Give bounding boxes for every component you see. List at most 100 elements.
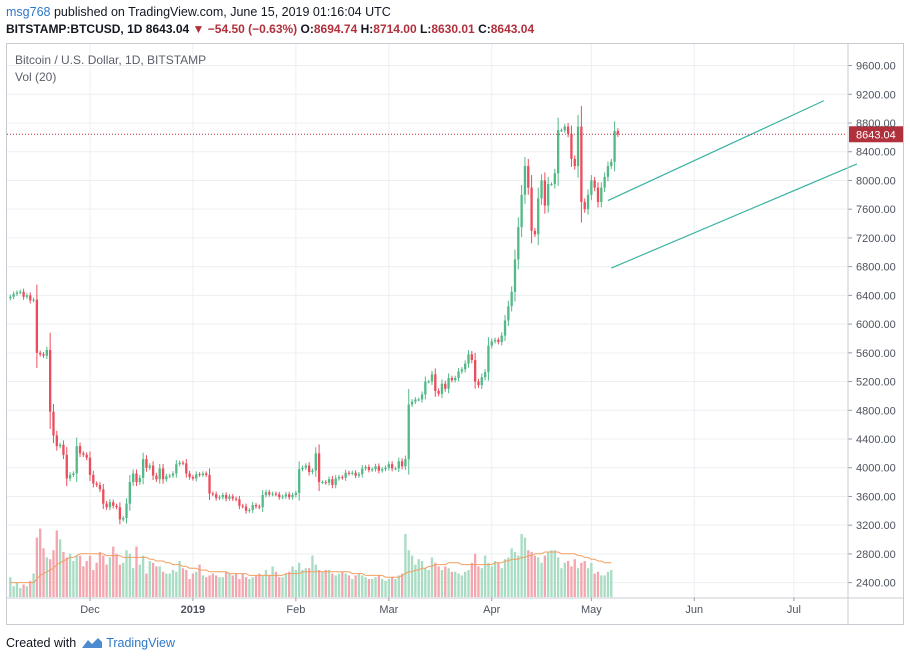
created-with-text: Created with <box>6 636 77 650</box>
volume-bar <box>556 557 560 597</box>
volume-bar <box>215 575 218 597</box>
candle-body <box>208 474 211 494</box>
candle-body <box>547 184 550 206</box>
volume-bar <box>314 564 317 597</box>
candle-body <box>470 354 473 360</box>
candle-body <box>507 306 510 321</box>
volume-bar <box>304 568 307 597</box>
volume-bar <box>288 571 291 597</box>
candle-body <box>171 473 175 476</box>
candle-body <box>258 506 261 508</box>
volume-bar <box>148 561 151 597</box>
candle-body <box>92 474 95 484</box>
candle-body <box>22 291 25 297</box>
candle-body <box>590 180 593 195</box>
candle-body <box>550 184 553 186</box>
candle-body <box>540 180 543 199</box>
last-price-badge <box>849 126 903 143</box>
candle-body <box>610 161 613 167</box>
candle-body <box>573 158 576 167</box>
volume-bar <box>248 579 251 597</box>
volume-bar <box>384 580 387 597</box>
x-tick-label: 2019 <box>181 604 205 616</box>
candle-body <box>42 354 45 356</box>
x-tick-label: Jul <box>787 604 801 616</box>
volume-bar <box>284 573 288 597</box>
candle-body <box>105 503 108 508</box>
volume-bar <box>424 568 427 597</box>
y-tick-label: 6400.00 <box>856 290 896 302</box>
candle-body <box>155 475 158 480</box>
candle-body <box>556 130 560 174</box>
candle-body <box>122 518 125 520</box>
volume-bar <box>201 575 205 597</box>
open-value: 8694.74 <box>313 22 358 36</box>
volume-bar <box>151 562 155 597</box>
candle-body <box>454 377 457 381</box>
candle-body <box>175 464 178 474</box>
volume-bar <box>165 573 168 597</box>
down-arrow-icon: ▼ <box>192 22 205 36</box>
volume-bar <box>178 561 181 597</box>
candle-body <box>361 468 364 475</box>
volume-bar <box>85 561 88 597</box>
candle-body <box>367 467 371 470</box>
volume-bar <box>78 555 82 597</box>
volume-bar <box>580 562 583 597</box>
volume-bar <box>547 552 550 597</box>
chart-frame <box>6 43 904 625</box>
volume-bar <box>354 575 357 597</box>
candle-body <box>85 454 88 458</box>
volume-bar <box>112 546 115 597</box>
volume-bar <box>122 562 125 597</box>
author-link[interactable]: msg768 <box>6 5 51 19</box>
candle-body <box>274 493 278 495</box>
volume-bar <box>331 573 334 597</box>
candle-body <box>307 465 311 473</box>
candle-body <box>493 339 497 342</box>
volume-bar <box>560 568 563 597</box>
volume-bar <box>377 575 381 597</box>
candle-body <box>138 477 141 483</box>
volume-bar <box>374 577 377 597</box>
footer: Created with TradingView <box>6 636 175 650</box>
close-label: C: <box>478 22 491 36</box>
candle-body <box>523 166 527 195</box>
candle-body <box>347 472 351 474</box>
candle-body <box>503 320 507 336</box>
candle-body <box>467 354 470 364</box>
candle-body <box>483 372 487 378</box>
volume-bar <box>603 575 606 597</box>
candle-body <box>440 383 444 394</box>
volume-bar <box>483 555 487 597</box>
volume-bar <box>570 566 573 597</box>
candle-body <box>125 503 128 518</box>
y-tick-label: 4000.00 <box>856 463 896 475</box>
candle-body <box>394 468 397 470</box>
volume-bar <box>307 568 311 597</box>
volume-bar <box>49 559 52 597</box>
y-tick-label: 7200.00 <box>856 233 896 245</box>
candle-body <box>341 477 344 479</box>
y-tick-label: 3200.00 <box>856 520 896 532</box>
tradingview-brand-link[interactable]: TradingView <box>106 636 175 650</box>
candle-body <box>185 463 188 474</box>
candle-body <box>377 466 381 471</box>
candle-body <box>530 187 533 231</box>
legend-title: Bitcoin / U.S. Dollar, 1D, BITSTAMP <box>15 53 207 67</box>
volume-bar <box>72 561 75 597</box>
candle-body <box>304 465 307 468</box>
volume-bar <box>221 577 224 597</box>
volume-bar <box>351 579 354 597</box>
candle-body <box>238 499 241 506</box>
volume-bar <box>301 570 304 597</box>
volume-bar <box>364 577 367 597</box>
candle-body <box>39 352 42 355</box>
candle-body <box>427 381 430 383</box>
volume-bar <box>533 555 537 597</box>
price-chart[interactable]: 8643.04 2400.00 2800.00 3200.00 3600.00 4000… <box>7 44 903 624</box>
volume-bar <box>15 582 19 597</box>
volume-bar <box>254 575 258 597</box>
candle-body <box>284 494 288 497</box>
candle-body <box>145 459 148 468</box>
